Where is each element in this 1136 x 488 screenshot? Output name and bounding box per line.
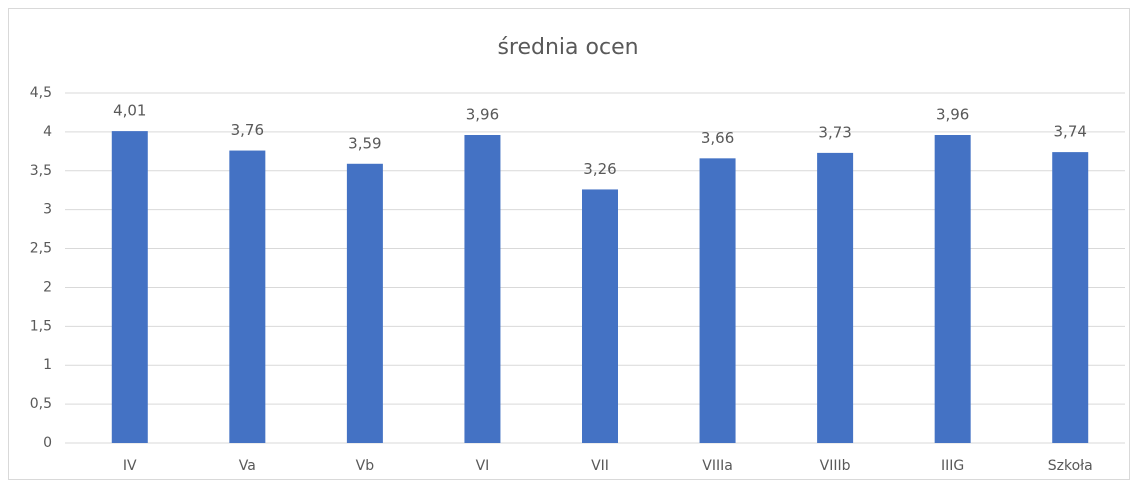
data-label: 3,59 bbox=[348, 134, 381, 152]
x-tick-label: Va bbox=[239, 458, 256, 474]
data-label: 3,26 bbox=[583, 160, 616, 178]
bar bbox=[111, 131, 148, 443]
data-label: 3,74 bbox=[1054, 123, 1087, 141]
y-tick-label: 1 bbox=[43, 357, 52, 373]
y-tick-label: 0 bbox=[43, 435, 52, 451]
data-label: 3,76 bbox=[231, 121, 264, 139]
chart-title: średnia ocen bbox=[497, 35, 638, 60]
y-tick-label: 2,5 bbox=[30, 241, 52, 257]
y-tick-label: 0,5 bbox=[30, 396, 52, 412]
x-tick-label: VIIIa bbox=[702, 458, 733, 474]
bar bbox=[934, 135, 971, 443]
x-tick-label: VI bbox=[476, 458, 490, 474]
x-tick-label: IV bbox=[123, 458, 137, 474]
bar bbox=[582, 189, 618, 443]
data-label: 3,96 bbox=[466, 106, 499, 124]
y-tick-label: 1,5 bbox=[30, 318, 52, 334]
data-label: 4,01 bbox=[113, 102, 146, 120]
x-tick-label: VII bbox=[591, 458, 609, 474]
x-tick-label: Szkoła bbox=[1048, 458, 1093, 474]
bar bbox=[817, 152, 854, 443]
data-label: 3,66 bbox=[701, 129, 734, 147]
y-tick-label: 3,5 bbox=[30, 163, 52, 179]
bar bbox=[346, 163, 383, 443]
y-tick-label: 2 bbox=[43, 279, 52, 295]
x-tick-label: VIIIb bbox=[820, 458, 851, 474]
bar bbox=[1052, 152, 1089, 443]
y-tick-label: 4,5 bbox=[30, 85, 52, 101]
x-tick-label: Vb bbox=[356, 458, 375, 474]
y-tick-label: 3 bbox=[43, 202, 52, 218]
bar bbox=[229, 150, 266, 444]
bar bbox=[464, 135, 501, 443]
bar bbox=[699, 158, 736, 444]
data-label: 3,96 bbox=[936, 106, 969, 124]
data-label: 3,73 bbox=[818, 123, 851, 141]
y-tick-label: 4 bbox=[43, 124, 52, 140]
x-tick-label: IIIG bbox=[941, 458, 964, 474]
